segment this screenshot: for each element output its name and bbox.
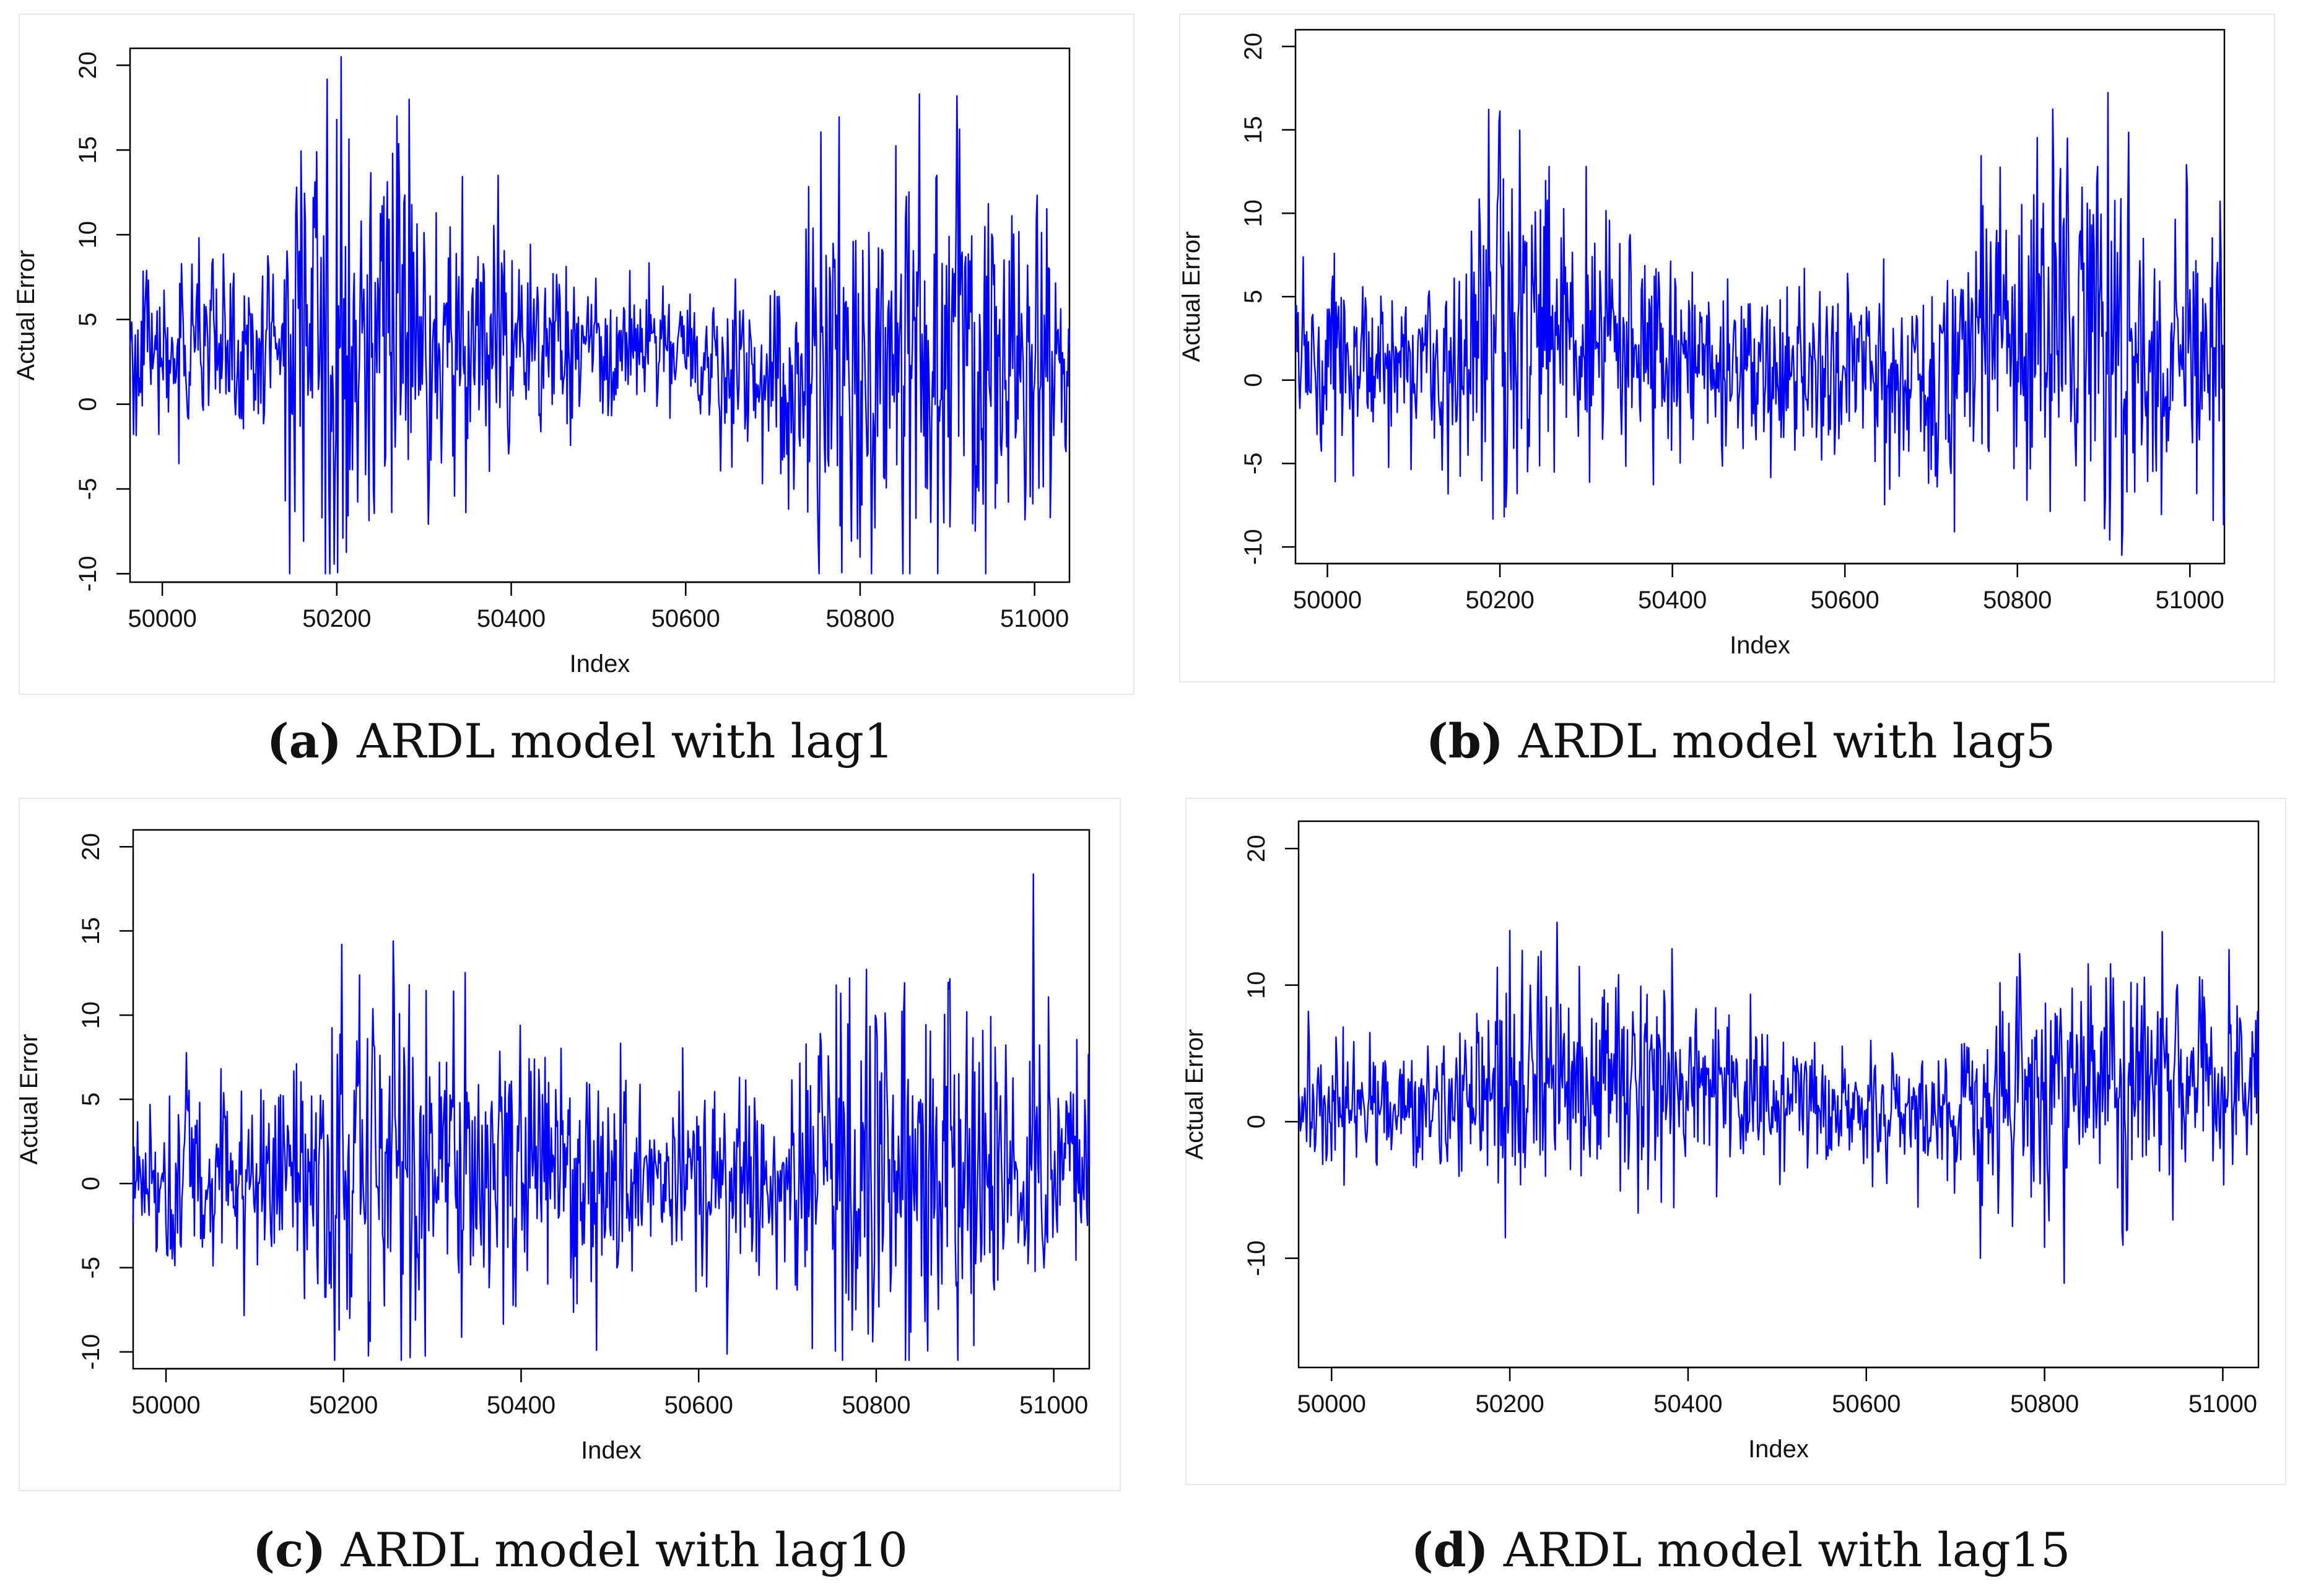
x-axis-title: Index bbox=[570, 650, 630, 678]
x-tick-label: 51000 bbox=[1000, 605, 1069, 632]
x-axis-title: Index bbox=[1730, 632, 1790, 659]
x-tick-label: 50200 bbox=[309, 1392, 378, 1419]
chart-caption: (a) ARDL model with lag1 bbox=[0, 713, 1160, 769]
y-tick-label: 0 bbox=[1243, 1115, 1270, 1128]
panel-frame bbox=[19, 798, 1121, 1491]
panel-letter: (a) bbox=[266, 713, 342, 769]
series-line bbox=[1294, 92, 2226, 556]
panel-letter: (b) bbox=[1426, 713, 1504, 769]
x-tick-label: 50600 bbox=[651, 605, 720, 632]
x-tick-label: 51000 bbox=[2156, 587, 2224, 614]
series-line bbox=[132, 873, 1091, 1361]
y-tick-label: 15 bbox=[77, 917, 105, 945]
y-tick-label: -5 bbox=[77, 1257, 105, 1279]
chart-caption: (d) ARDL model with lag15 bbox=[1160, 1522, 2321, 1577]
x-tick-label: 50800 bbox=[2010, 1390, 2079, 1418]
x-axis-title: Index bbox=[581, 1437, 642, 1464]
caption-text: ARDL model with lag5 bbox=[1518, 713, 2056, 769]
y-tick-label: -5 bbox=[74, 478, 102, 500]
x-axis-title: Index bbox=[1748, 1436, 1809, 1463]
y-tick-label: 10 bbox=[1243, 971, 1270, 999]
y-axis-title: Actual Error bbox=[12, 250, 40, 380]
y-tick-label: 15 bbox=[1240, 116, 1267, 144]
x-tick-label: 50800 bbox=[825, 605, 894, 632]
y-tick-label: 0 bbox=[74, 398, 102, 411]
panel-frame bbox=[1179, 14, 2275, 682]
y-tick-label: 20 bbox=[77, 833, 105, 861]
x-tick-label: 50200 bbox=[1465, 587, 1534, 614]
y-tick-label: 20 bbox=[1243, 835, 1270, 863]
y-tick-label: 0 bbox=[77, 1177, 105, 1190]
y-tick-label: -10 bbox=[74, 556, 102, 591]
series-line bbox=[1297, 921, 2260, 1284]
y-tick-label: 0 bbox=[1240, 373, 1267, 387]
y-tick-label: 10 bbox=[77, 1001, 105, 1029]
series-line bbox=[129, 56, 1071, 575]
panel-frame bbox=[1185, 798, 2286, 1485]
y-tick-label: -10 bbox=[1243, 1241, 1270, 1276]
panel-letter: (d) bbox=[1411, 1522, 1489, 1577]
caption-text: ARDL model with lag15 bbox=[1503, 1522, 2071, 1577]
line-chart-lag10: 50000 50200 50400 50600 50800 51000 -10 -5 0 5 10 1… bbox=[15, 829, 1091, 1464]
panel-frame bbox=[19, 14, 1134, 695]
chart-caption: (c) ARDL model with lag10 bbox=[0, 1522, 1160, 1577]
y-tick-label: 5 bbox=[74, 313, 102, 326]
chart-panel-c: 50000 50200 50400 50600 50800 51000 -10 -5 0 5 10 1… bbox=[0, 798, 1160, 1596]
x-tick-label: 50400 bbox=[487, 1392, 555, 1419]
y-tick-label: 5 bbox=[77, 1092, 105, 1106]
line-chart-lag5: 50000 50200 50400 50600 50800 51000 -10 -5 0 5 10 1… bbox=[1178, 28, 2226, 659]
y-tick-label: -5 bbox=[1240, 453, 1267, 475]
y-tick-label: 5 bbox=[1240, 290, 1267, 303]
x-tick-label: 50400 bbox=[477, 605, 546, 632]
x-tick-label: 50000 bbox=[128, 605, 196, 632]
y-tick-label: -10 bbox=[77, 1334, 105, 1370]
chart-panel-d: 50000 50200 50400 50600 50800 51000 -10 0 10 20 In… bbox=[1160, 798, 2321, 1596]
y-tick-label: 20 bbox=[74, 51, 102, 79]
x-tick-label: 50000 bbox=[131, 1392, 200, 1419]
line-chart-lag15: 50000 50200 50400 50600 50800 51000 -10 0 10 20 In… bbox=[1181, 820, 2260, 1463]
chart-panel-a: 50000 50200 50400 50600 50800 51000 -10 -5 0 5 10 1… bbox=[0, 0, 1160, 798]
x-tick-label: 50400 bbox=[1638, 587, 1707, 614]
y-axis-title: Actual Error bbox=[1178, 231, 1205, 362]
x-tick-label: 50000 bbox=[1297, 1390, 1366, 1418]
x-tick-label: 51000 bbox=[1019, 1392, 1088, 1419]
y-tick-label: 15 bbox=[74, 136, 102, 164]
y-tick-label: 20 bbox=[1240, 33, 1267, 61]
x-tick-label: 50600 bbox=[664, 1392, 733, 1419]
caption-text: ARDL model with lag1 bbox=[357, 713, 894, 769]
x-tick-label: 50200 bbox=[1475, 1390, 1544, 1418]
y-axis-title: Actual Error bbox=[15, 1034, 43, 1164]
x-tick-label: 50800 bbox=[842, 1392, 910, 1419]
y-tick-label: -10 bbox=[1240, 529, 1267, 565]
y-tick-label: 10 bbox=[74, 221, 102, 249]
chart-panel-b: 50000 50200 50400 50600 50800 51000 -10 -5 0 5 10 1… bbox=[1160, 0, 2321, 798]
x-tick-label: 50000 bbox=[1293, 587, 1362, 614]
x-tick-label: 50400 bbox=[1653, 1390, 1722, 1418]
x-tick-label: 51000 bbox=[2188, 1390, 2257, 1418]
y-tick-label: 10 bbox=[1240, 199, 1267, 227]
y-axis-title: Actual Error bbox=[1181, 1029, 1208, 1159]
panel-letter: (c) bbox=[253, 1522, 326, 1577]
x-tick-label: 50600 bbox=[1832, 1390, 1901, 1418]
x-tick-label: 50600 bbox=[1811, 587, 1879, 614]
x-tick-label: 50800 bbox=[1983, 587, 2052, 614]
plot-area-frame bbox=[129, 47, 1071, 583]
chart-caption: (b) ARDL model with lag5 bbox=[1160, 713, 2321, 769]
x-tick-label: 50200 bbox=[302, 605, 371, 632]
caption-text: ARDL model with lag10 bbox=[341, 1522, 908, 1577]
line-chart-lag1: 50000 50200 50400 50600 50800 51000 -10 -5 0 5 10 1… bbox=[12, 47, 1071, 678]
